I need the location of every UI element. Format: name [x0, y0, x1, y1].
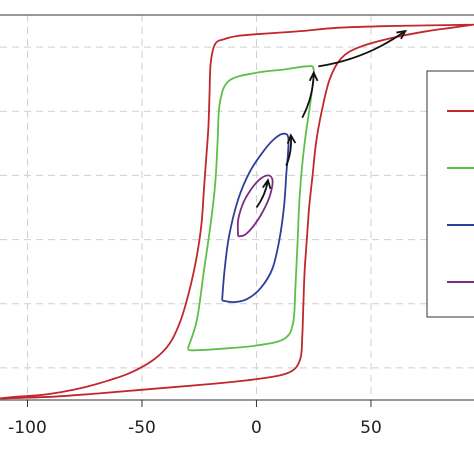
axes: -100 -50 0 50 [0, 14, 474, 438]
arrow-head [262, 178, 272, 190]
direction-arrows [255, 29, 407, 209]
arrow-head [308, 70, 319, 82]
arrow-line [285, 135, 292, 167]
legend-box [426, 70, 474, 318]
arrow-head [396, 29, 407, 40]
arrow-line [318, 30, 406, 68]
plot-background [0, 15, 474, 400]
inner-loop-purple [236, 174, 274, 238]
arrow-line [301, 72, 315, 119]
x-tick-label: -50 [128, 418, 156, 438]
x-tick-label: -100 [8, 418, 47, 438]
loop-green [186, 65, 315, 352]
outer-loop-red [0, 23, 474, 400]
x-tick-label: 50 [360, 418, 382, 438]
arrow-line [255, 180, 269, 209]
arrow-head [286, 133, 297, 145]
x-tick-label: 0 [251, 418, 262, 438]
legend [426, 70, 474, 318]
